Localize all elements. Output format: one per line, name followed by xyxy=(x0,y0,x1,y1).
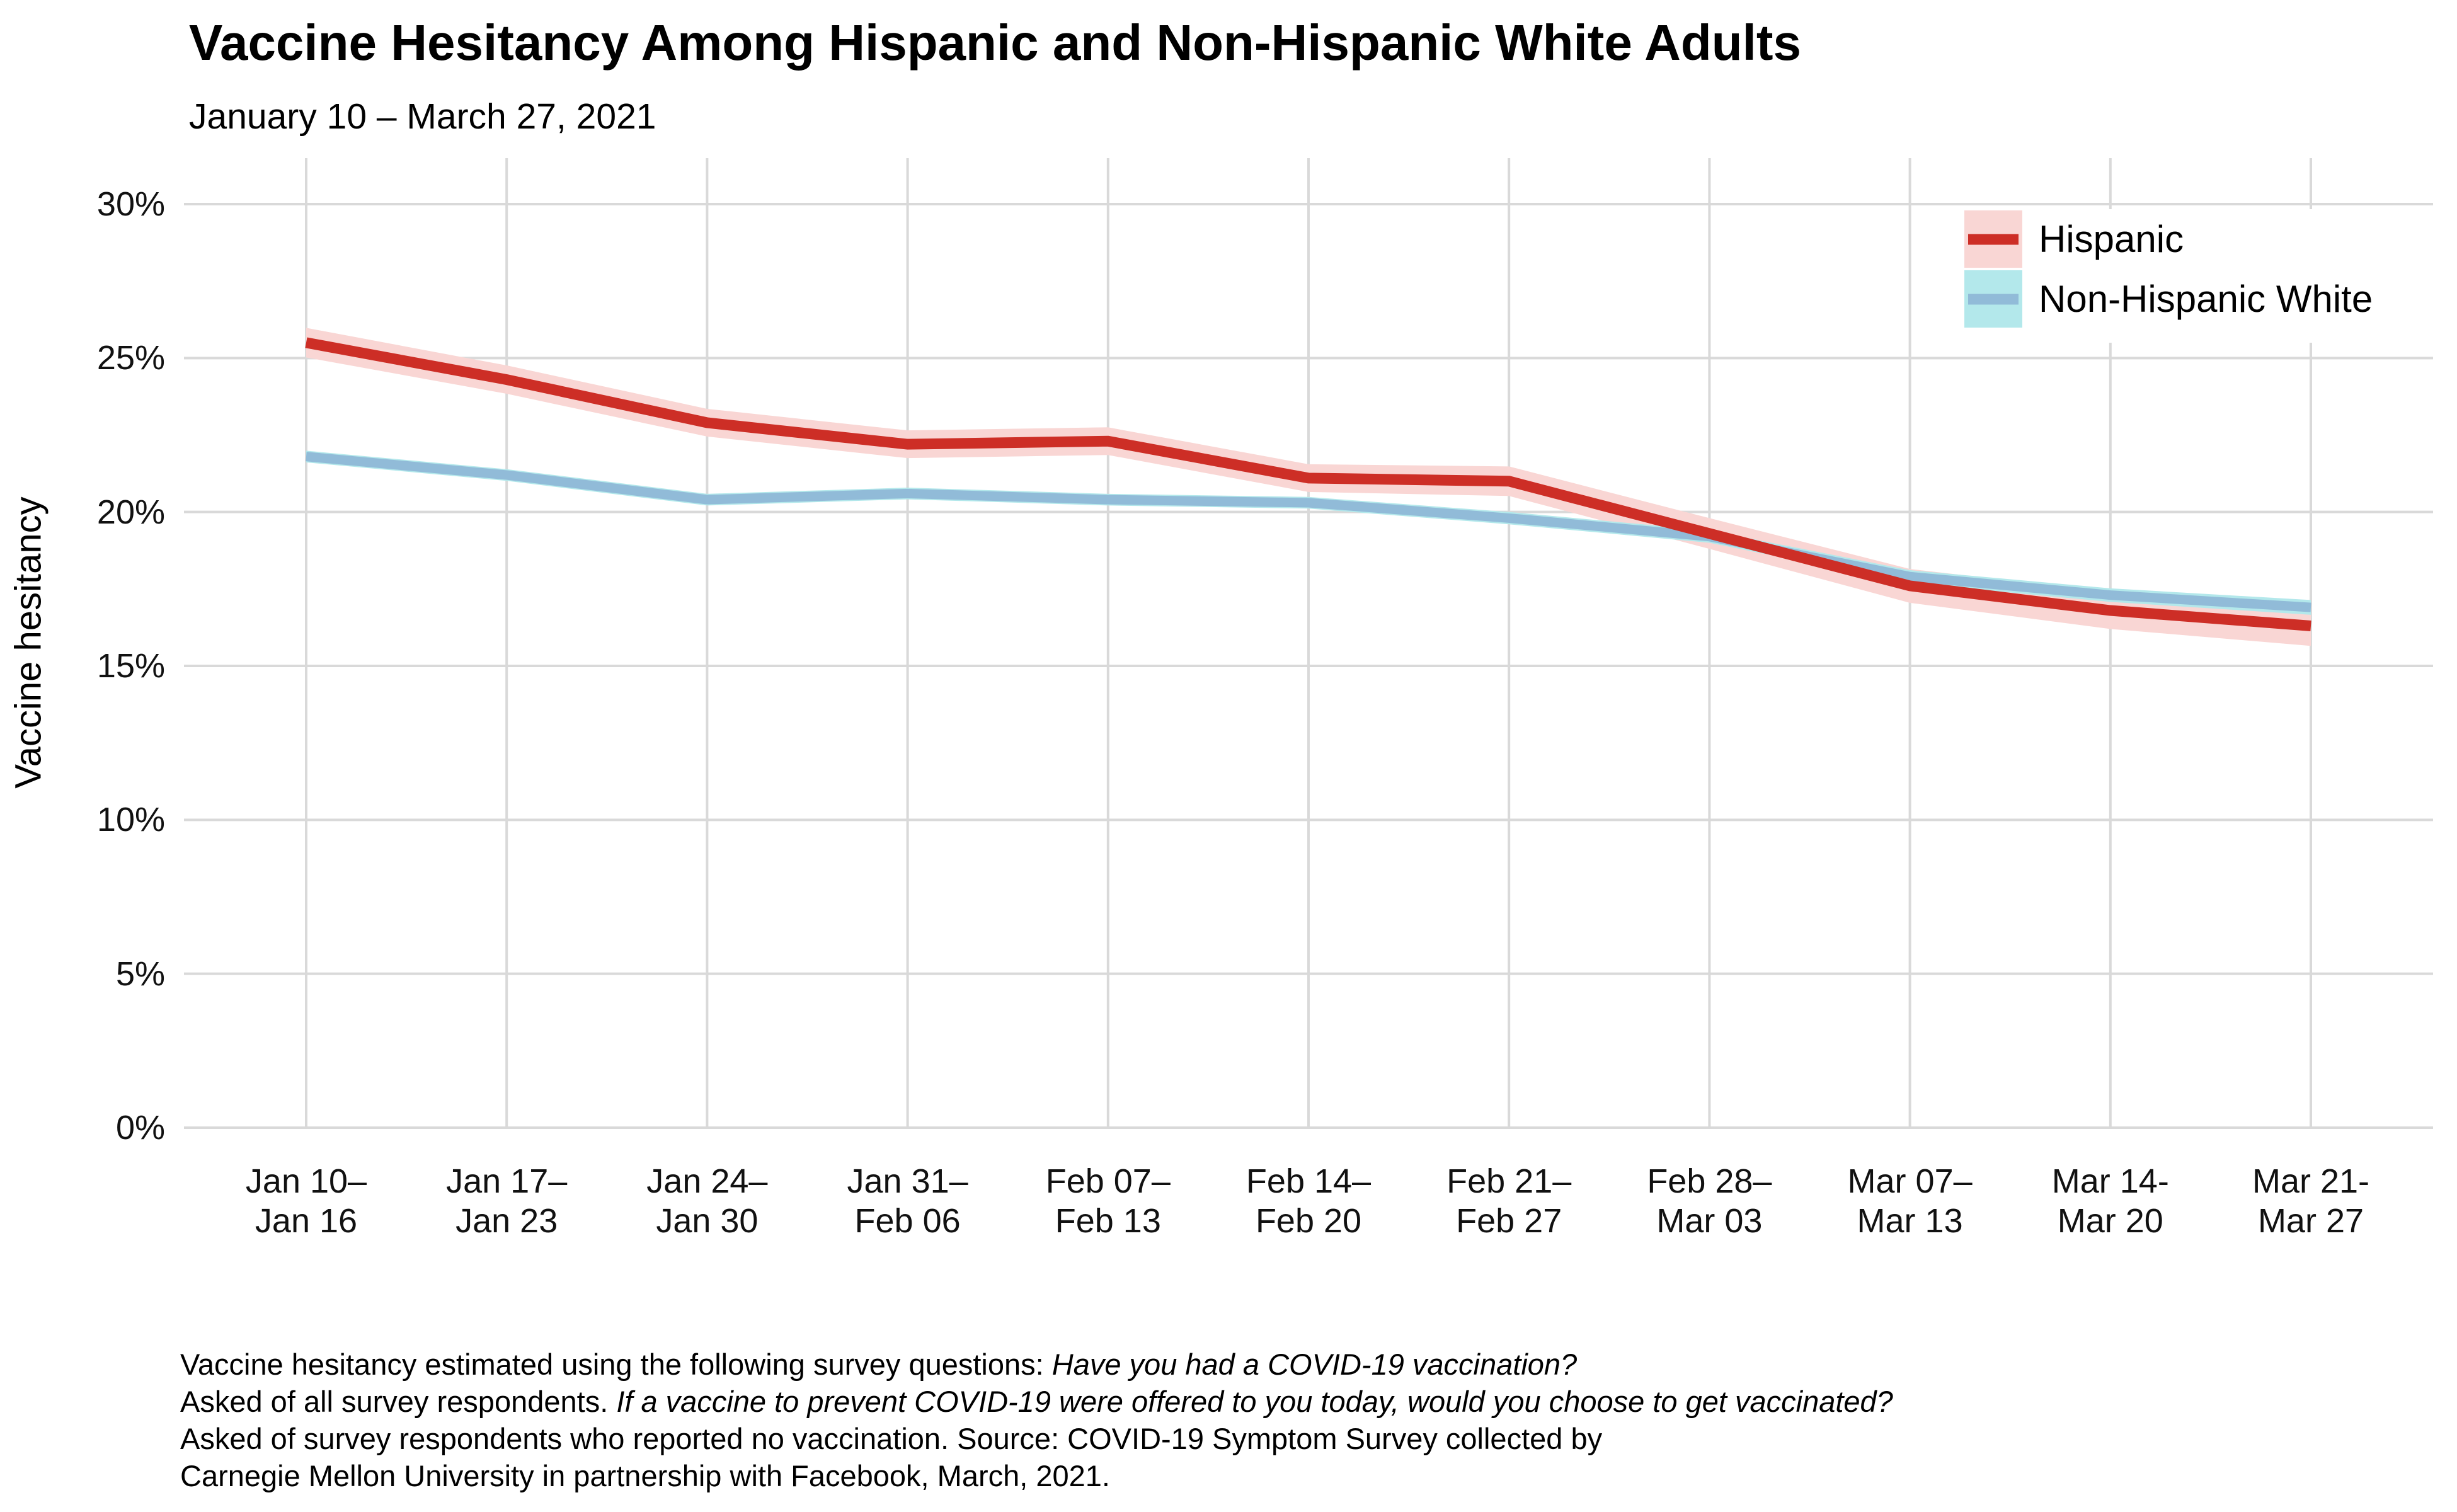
legend-key-hispanic-swatch xyxy=(1964,210,2022,268)
chart-title: Vaccine Hesitancy Among Hispanic and Non… xyxy=(189,14,1801,71)
x-tick-label-2: Jan 17– Jan 23 xyxy=(446,1162,568,1240)
x-tick-label-5: Feb 07– Feb 13 xyxy=(1045,1162,1171,1240)
caption-line-1: Vaccine hesitancy estimated using the fo… xyxy=(180,1348,1578,1381)
y-tick-label-25%: 25% xyxy=(96,339,165,377)
x-tick-label-3: Jan 24– Jan 30 xyxy=(646,1162,768,1240)
caption-line-2: Asked of all survey respondents. If a va… xyxy=(180,1385,1893,1418)
x-tick-label-10: Mar 14- Mar 20 xyxy=(2051,1162,2169,1240)
x-tick-label-1: Jan 10– Jan 16 xyxy=(245,1162,367,1240)
legend-item-non-hispanic-white: Non-Hispanic White xyxy=(1964,269,2457,329)
confidence-band-non-hispanic-white xyxy=(306,450,2311,615)
chart-subtitle: January 10 – March 27, 2021 xyxy=(189,96,656,137)
legend-key-non-hispanic-white-swatch xyxy=(1964,270,2022,328)
x-tick-label-11: Mar 21- Mar 27 xyxy=(2252,1162,2370,1240)
legend-label-hispanic: Hispanic xyxy=(2039,218,2184,260)
legend-item-hispanic: Hispanic xyxy=(1964,209,2457,269)
x-tick-label-9: Mar 07– Mar 13 xyxy=(1847,1162,1973,1240)
caption-line-3: Asked of survey respondents who reported… xyxy=(180,1422,1603,1455)
y-tick-label-15%: 15% xyxy=(96,646,165,685)
y-tick-label-5%: 5% xyxy=(115,954,165,993)
legend: Hispanic Non-Hispanic White xyxy=(1964,209,2457,343)
caption: Vaccine hesitancy estimated using the fo… xyxy=(180,1346,1893,1494)
trend-line-non-hispanic-white xyxy=(306,452,2311,612)
confidence-band-hispanic xyxy=(306,328,2311,646)
caption-line-4: Carnegie Mellon University in partnershi… xyxy=(180,1459,1110,1492)
x-tick-label-6: Feb 14– Feb 20 xyxy=(1246,1162,1372,1240)
hispanic-line-sample-icon xyxy=(1968,234,2019,244)
x-tick-label-7: Feb 21– Feb 27 xyxy=(1446,1162,1572,1240)
y-tick-label-0%: 0% xyxy=(115,1109,165,1147)
x-tick-label-8: Feb 28– Mar 03 xyxy=(1647,1162,1772,1240)
y-tick-label-30%: 30% xyxy=(96,185,165,223)
non-hispanic-white-line-sample-icon xyxy=(1968,294,2019,304)
trend-line-hispanic xyxy=(305,337,2311,631)
x-tick-label-4: Jan 31– Feb 06 xyxy=(847,1162,968,1240)
legend-label-non-hispanic-white: Non-Hispanic White xyxy=(2039,278,2373,320)
y-tick-label-10%: 10% xyxy=(96,801,165,839)
y-tick-label-20%: 20% xyxy=(96,493,165,531)
